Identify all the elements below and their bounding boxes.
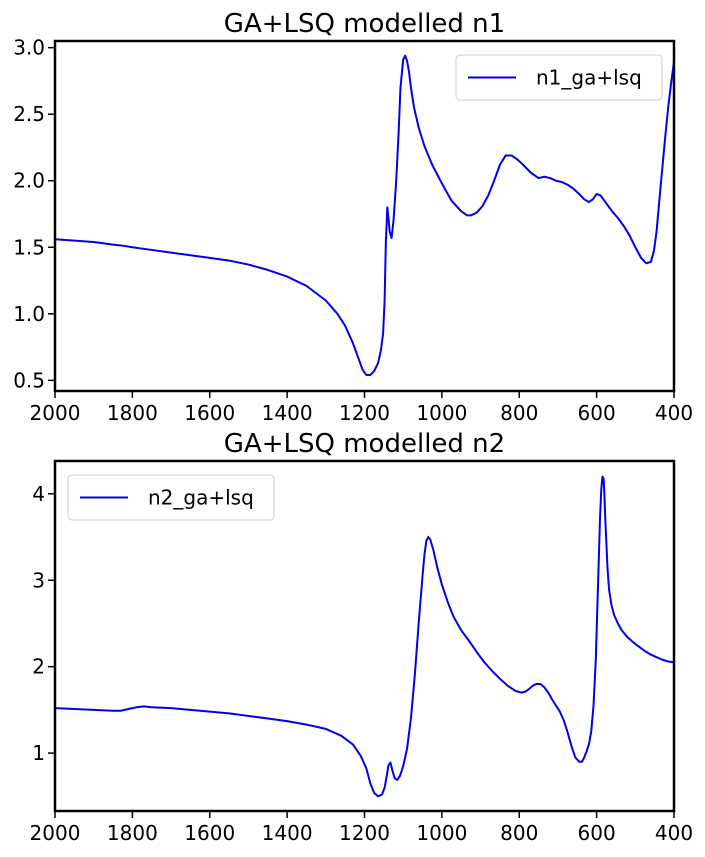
legend-label: n2_ga+lsq bbox=[148, 486, 254, 510]
x-tick-label: 1600 bbox=[184, 401, 235, 425]
y-tick-label: 3.0 bbox=[13, 36, 45, 60]
legend: n1_ga+lsq bbox=[455, 54, 663, 101]
chart-title: GA+LSQ modelled n2 bbox=[224, 429, 505, 459]
x-tick-label: 400 bbox=[655, 821, 693, 845]
legend-label: n1_ga+lsq bbox=[536, 66, 642, 90]
series-line-n1_ga+lsq bbox=[55, 54, 674, 377]
x-tick-label: 1600 bbox=[184, 821, 235, 845]
y-tick-label: 2 bbox=[32, 655, 45, 679]
x-tick-label: 1200 bbox=[339, 401, 390, 425]
chart-title: GA+LSQ modelled n1 bbox=[224, 9, 505, 39]
legend-box bbox=[67, 474, 275, 521]
x-tick-label: 2000 bbox=[30, 821, 81, 845]
x-tick-label: 2000 bbox=[30, 401, 81, 425]
x-tick-label: 400 bbox=[655, 401, 693, 425]
legend: n2_ga+lsq bbox=[67, 474, 275, 521]
y-tick-label: 0.5 bbox=[13, 368, 45, 392]
legend-box bbox=[455, 54, 663, 101]
x-tick-label: 1200 bbox=[339, 821, 390, 845]
x-tick-label: 600 bbox=[578, 401, 616, 425]
y-tick-label: 1.5 bbox=[13, 235, 45, 259]
x-tick-label: 1800 bbox=[107, 821, 158, 845]
series-line-n2_ga+lsq bbox=[55, 475, 674, 798]
y-tick-label: 1.0 bbox=[13, 302, 45, 326]
x-tick-label: 1000 bbox=[416, 821, 467, 845]
y-tick-label: 3 bbox=[32, 568, 45, 592]
x-tick-label: 1400 bbox=[262, 821, 313, 845]
x-tick-label: 800 bbox=[500, 821, 538, 845]
panel-n1: GA+LSQ modelled n1 2000 1800 1600 1400 1200 10… bbox=[13, 9, 693, 425]
y-tick-label: 4 bbox=[32, 482, 45, 506]
y-tick-label: 2.0 bbox=[13, 169, 45, 193]
x-tick-label: 800 bbox=[500, 401, 538, 425]
y-tick-label: 1 bbox=[32, 741, 45, 765]
x-tick-label: 1800 bbox=[107, 401, 158, 425]
x-tick-label: 600 bbox=[578, 821, 616, 845]
x-tick-label: 1400 bbox=[262, 401, 313, 425]
x-tick-label: 1000 bbox=[416, 401, 467, 425]
y-tick-label: 2.5 bbox=[13, 102, 45, 126]
